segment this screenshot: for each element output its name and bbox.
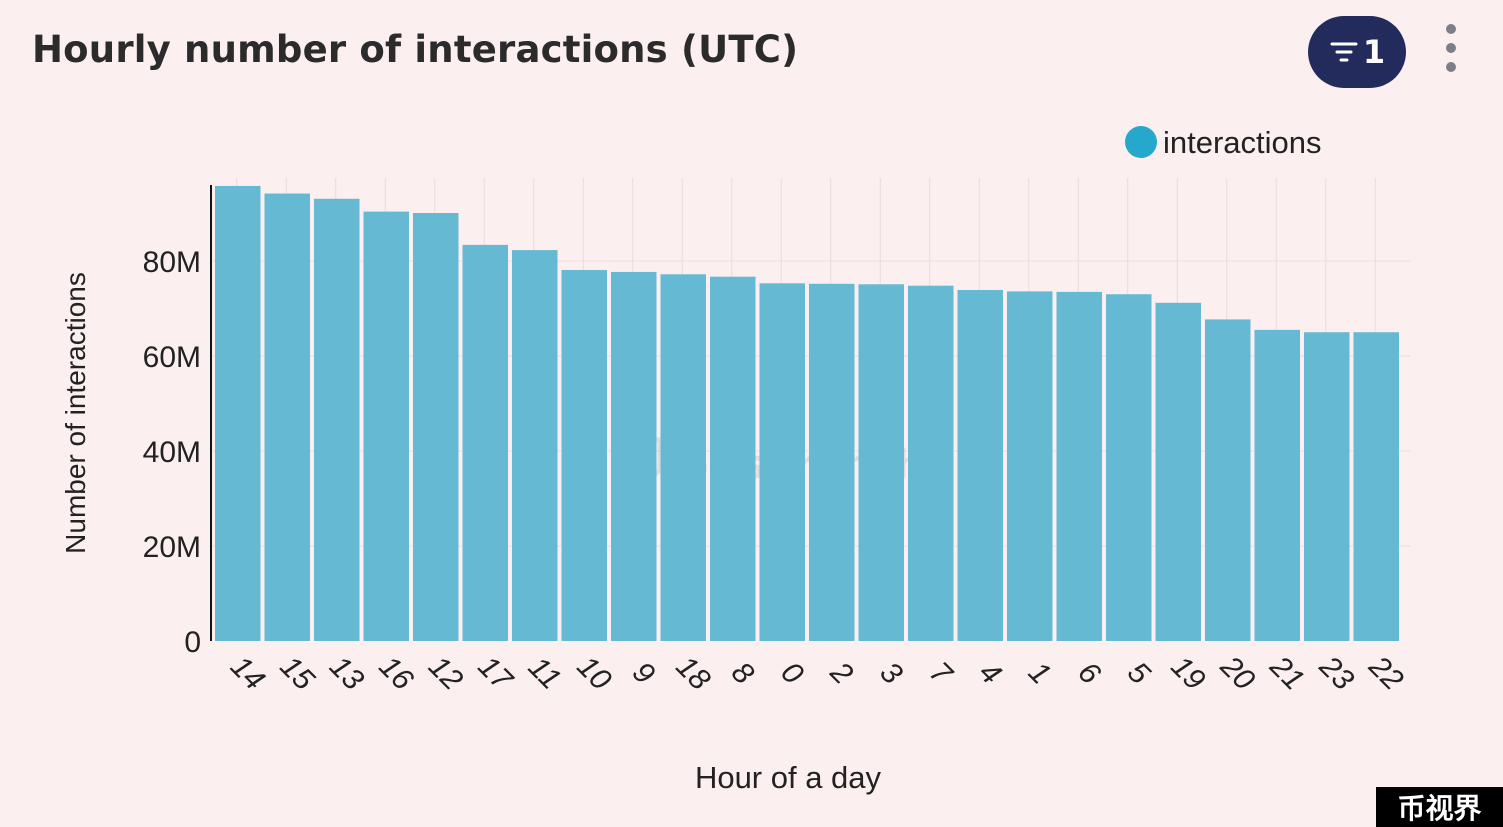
bar-8[interactable] — [710, 276, 756, 641]
x-tick-label: 10 — [571, 650, 618, 697]
x-tick-label: 5 — [1121, 656, 1156, 691]
bar-14[interactable] — [215, 185, 261, 641]
x-tick-label: 1 — [1022, 656, 1057, 691]
x-tick-label: 16 — [373, 650, 420, 697]
x-tick-label: 9 — [626, 656, 661, 691]
bar-6[interactable] — [1056, 291, 1103, 641]
x-tick-label: 14 — [224, 650, 271, 697]
x-tick-label: 3 — [873, 656, 908, 691]
bar-0[interactable] — [759, 283, 806, 641]
bar-11[interactable] — [512, 250, 558, 641]
filter-count-badge: 1 — [1362, 33, 1386, 71]
filter-icon — [1330, 42, 1358, 62]
legend-label-interactions: interactions — [1163, 125, 1322, 160]
y-tick-labels: 0 20M 40M 60M 80M — [143, 246, 201, 659]
legend: interactions — [1125, 125, 1322, 160]
x-tick-label: 12 — [422, 650, 469, 697]
x-tick-label: 13 — [323, 650, 370, 697]
x-tick-label: 20 — [1213, 649, 1261, 697]
x-axis-label: Hour of a day — [695, 760, 882, 795]
bar-19[interactable] — [1155, 302, 1202, 641]
bar-21[interactable] — [1254, 329, 1301, 641]
y-tick-label: 60M — [143, 341, 201, 374]
y-tick-label: 20M — [143, 531, 201, 564]
bar-9[interactable] — [611, 271, 657, 641]
y-tick-label: 80M — [143, 246, 201, 279]
bar-13[interactable] — [314, 198, 360, 641]
filter-button[interactable]: 1 — [1308, 16, 1406, 88]
x-tick-label: 18 — [670, 650, 717, 697]
more-options-icon[interactable] — [1434, 22, 1468, 74]
more-dot — [1446, 24, 1456, 34]
bars-group — [215, 185, 1400, 642]
x-tick-label: 19 — [1165, 650, 1212, 697]
bar-23[interactable] — [1304, 332, 1350, 641]
x-tick-label: 17 — [472, 650, 520, 698]
bar-4[interactable] — [957, 289, 1004, 641]
bar-1[interactable] — [1007, 291, 1053, 641]
bar-7[interactable] — [908, 285, 954, 641]
bar-18[interactable] — [660, 274, 707, 641]
y-tick-label: 40M — [143, 436, 201, 469]
x-tick-label: 4 — [972, 656, 1007, 691]
bar-20[interactable] — [1205, 319, 1251, 641]
more-dot — [1446, 43, 1456, 53]
bar-22[interactable] — [1353, 332, 1400, 641]
x-tick-label: 21 — [1263, 649, 1311, 697]
x-tick-label: 2 — [823, 655, 859, 691]
bar-3[interactable] — [858, 284, 905, 641]
x-tick-labels: 14 15 13 16 12 17 11 10 9 18 8 0 2 3 7 4 1 6 5 19 20 21 23 22 — [224, 649, 1410, 698]
y-axis-label: Number of interactions — [60, 272, 91, 554]
x-tick-label: 7 — [923, 656, 959, 692]
chart-title: Hourly number of interactions (UTC) — [32, 28, 799, 71]
watermark-badge: 币视界 — [1376, 787, 1503, 827]
x-tick-label: 22 — [1362, 649, 1410, 697]
bar-2[interactable] — [809, 283, 855, 641]
x-tick-label: 15 — [274, 650, 321, 697]
bar-12[interactable] — [413, 213, 459, 641]
x-tick-label: 23 — [1312, 649, 1360, 697]
more-dot — [1446, 62, 1456, 72]
bar-17[interactable] — [462, 244, 509, 641]
bar-16[interactable] — [363, 211, 410, 641]
bar-15[interactable] — [264, 193, 311, 642]
x-tick-label: 6 — [1071, 656, 1106, 691]
bar-5[interactable] — [1106, 294, 1152, 641]
legend-marker — [1125, 126, 1157, 158]
bar-10[interactable] — [561, 270, 608, 641]
x-tick-label: 0 — [774, 656, 809, 691]
y-tick-label: 0 — [184, 626, 201, 659]
x-tick-label: 11 — [522, 651, 567, 696]
x-tick-label: 8 — [725, 656, 760, 691]
